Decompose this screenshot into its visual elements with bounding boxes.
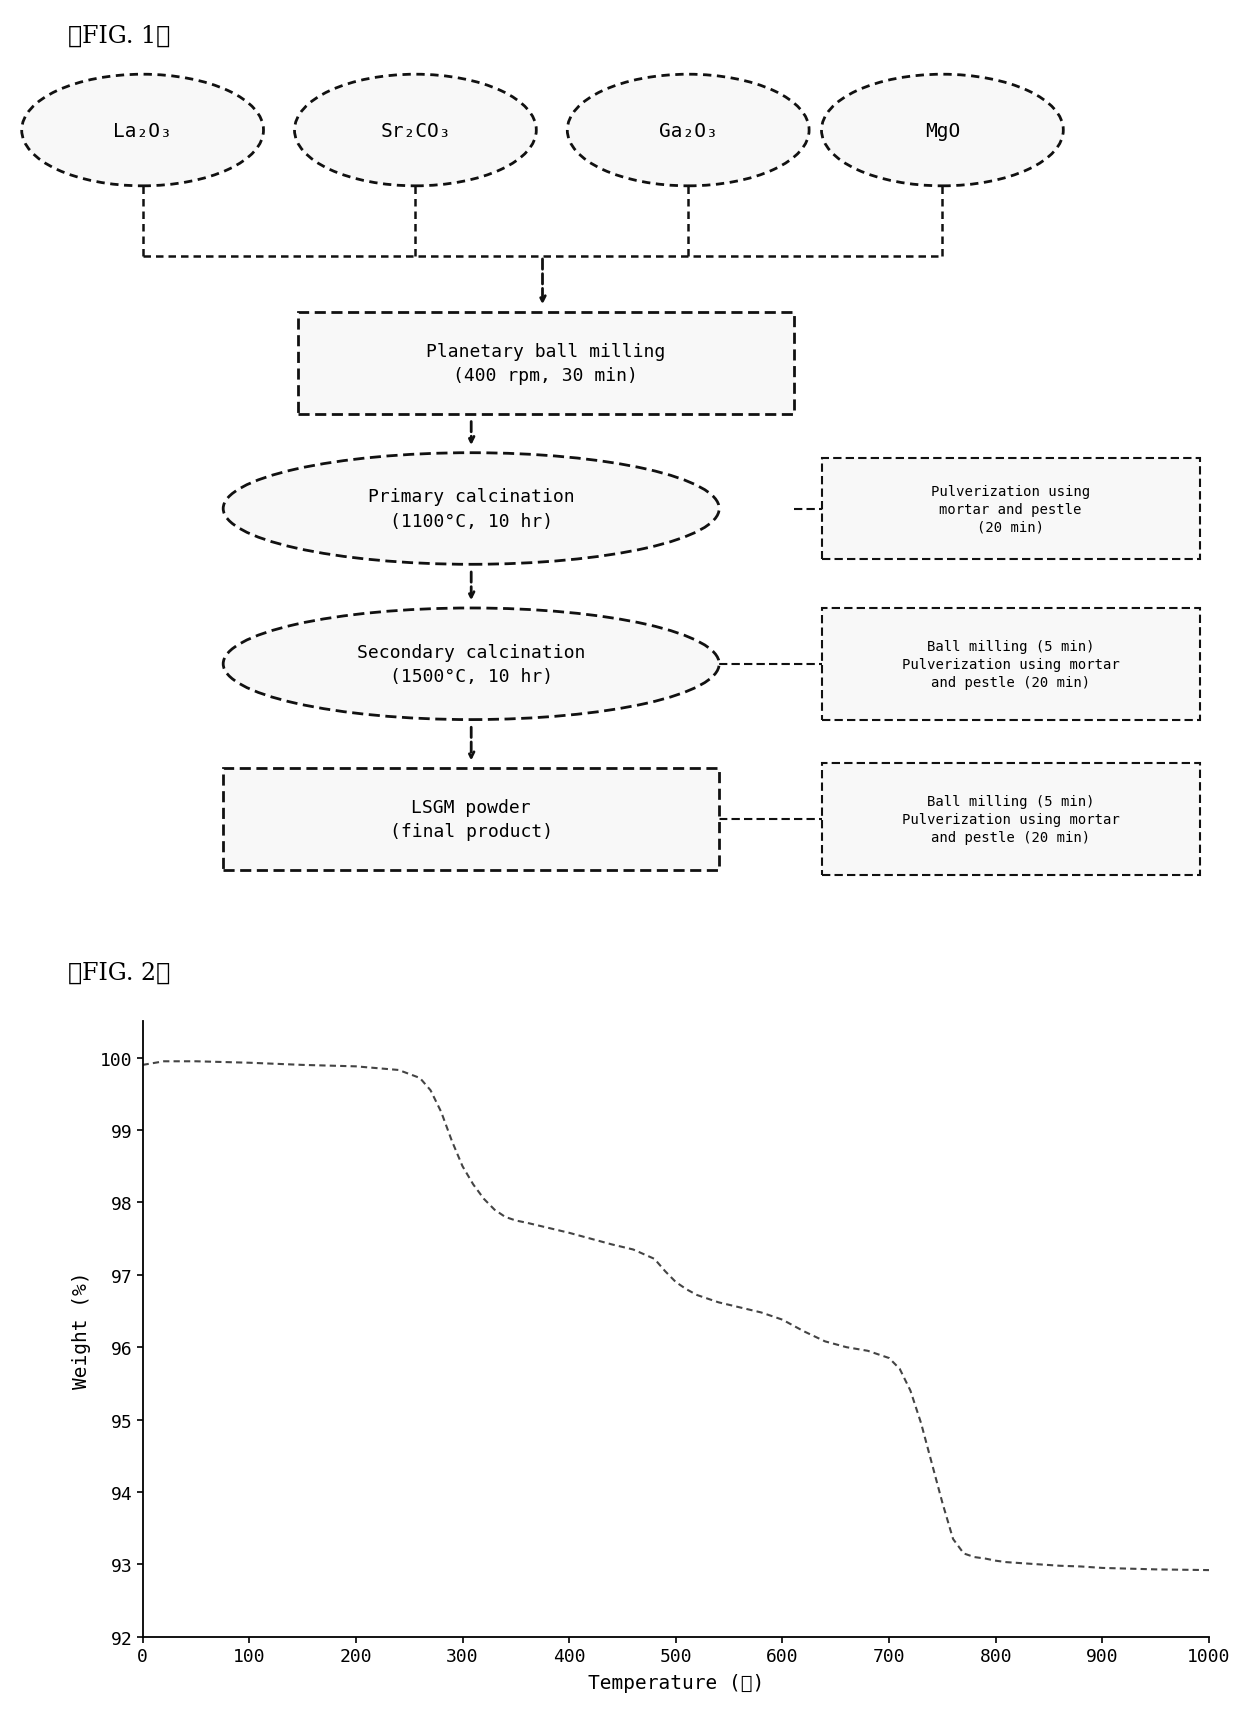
Text: 』FIG. 2】: 』FIG. 2】: [68, 961, 170, 984]
Ellipse shape: [223, 454, 719, 565]
X-axis label: Temperature (℃): Temperature (℃): [588, 1673, 764, 1692]
Text: Ball milling (5 min)
Pulverization using mortar
and pestle (20 min): Ball milling (5 min) Pulverization using…: [901, 639, 1120, 689]
FancyBboxPatch shape: [298, 313, 794, 414]
FancyBboxPatch shape: [821, 608, 1200, 721]
Text: Pulverization using
mortar and pestle
(20 min): Pulverization using mortar and pestle (2…: [931, 485, 1090, 533]
Ellipse shape: [21, 74, 263, 187]
Text: Secondary calcination
(1500°C, 10 hr): Secondary calcination (1500°C, 10 hr): [357, 643, 585, 686]
Text: Sr₂CO₃: Sr₂CO₃: [381, 121, 450, 140]
Text: Planetary ball milling
(400 rpm, 30 min): Planetary ball milling (400 rpm, 30 min): [427, 343, 665, 385]
FancyBboxPatch shape: [821, 459, 1200, 559]
Ellipse shape: [223, 608, 719, 721]
Text: LSGM powder
(final product): LSGM powder (final product): [389, 798, 553, 840]
Text: Ball milling (5 min)
Pulverization using mortar
and pestle (20 min): Ball milling (5 min) Pulverization using…: [901, 795, 1120, 845]
Ellipse shape: [295, 74, 537, 187]
Text: La₂O₃: La₂O₃: [113, 121, 172, 140]
Text: Primary calcination
(1100°C, 10 hr): Primary calcination (1100°C, 10 hr): [368, 488, 574, 530]
Text: MgO: MgO: [925, 121, 960, 140]
Text: Ga₂O₃: Ga₂O₃: [658, 121, 718, 140]
Y-axis label: Weight (%): Weight (%): [72, 1271, 92, 1387]
Text: 』FIG. 1】: 』FIG. 1】: [68, 24, 170, 47]
FancyBboxPatch shape: [821, 764, 1200, 875]
FancyBboxPatch shape: [223, 769, 719, 871]
Ellipse shape: [568, 74, 808, 187]
Ellipse shape: [821, 74, 1063, 187]
